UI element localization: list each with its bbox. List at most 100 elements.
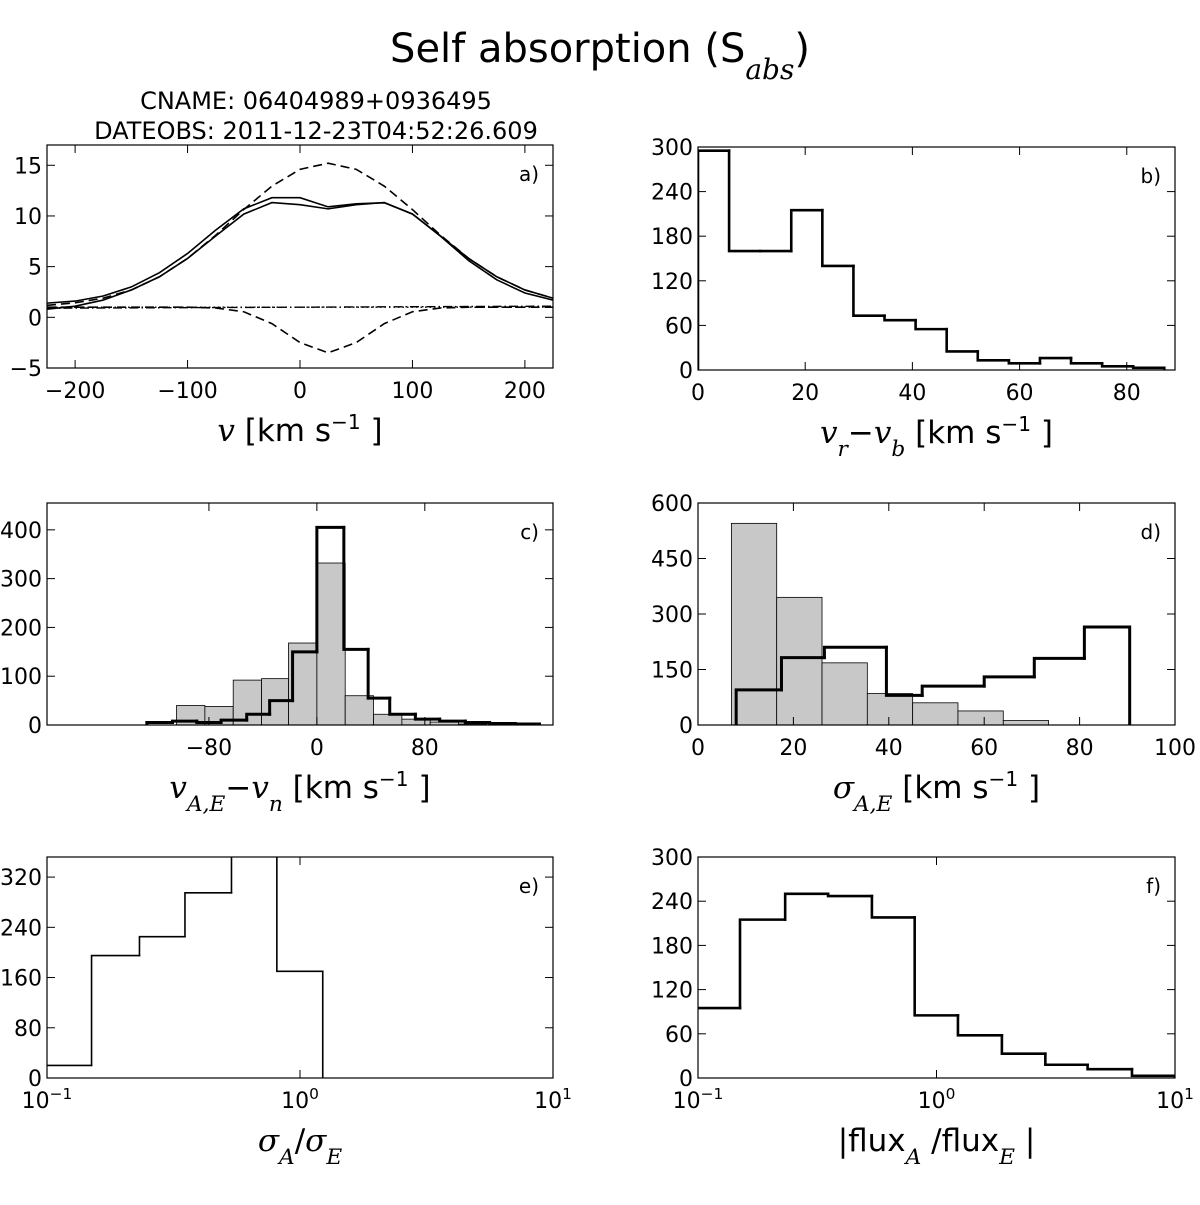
label-part: ] [361, 413, 383, 449]
y-tick-label: 400 [0, 519, 42, 544]
label-part: | [1015, 1123, 1035, 1159]
label-part: σ [258, 1123, 280, 1159]
histogram-bar [373, 713, 403, 725]
histogram-step [1044, 1052, 1089, 1067]
y-tick-label: 0 [679, 359, 693, 384]
y-tick-label: 80 [14, 1017, 42, 1042]
x-axis-label: σA/σE [258, 1123, 342, 1170]
label-part: n [269, 792, 283, 817]
y-tick-label: 0 [28, 306, 42, 331]
label-part: r [837, 437, 849, 462]
y-tick-label: 0 [679, 1067, 693, 1092]
x-tick-label: −80 [186, 736, 232, 761]
label-part: v [251, 770, 269, 806]
histogram-step [1130, 1067, 1175, 1078]
panel-label: a) [519, 162, 539, 186]
histogram-bar [776, 596, 823, 725]
histogram-step [945, 327, 980, 353]
histogram-step [463, 719, 492, 725]
histogram-step [1100, 362, 1135, 368]
y-tick-label: 240 [651, 181, 693, 206]
y-tick-label: 100 [0, 665, 42, 690]
x-tick-label: 100 [918, 1085, 956, 1114]
y-tick-label: 240 [0, 916, 42, 941]
x-tick-label: 200 [504, 379, 546, 404]
label-part: ] [1018, 770, 1040, 806]
label-part: −1 [1001, 412, 1031, 436]
y-tick-label: 10 [14, 205, 42, 230]
panel-label: f) [1146, 874, 1161, 898]
histogram-step [245, 712, 272, 722]
x-tick-label: 60 [970, 736, 998, 761]
x-axis-label: σA,E [km s−1 ] [833, 767, 1040, 817]
line [47, 305, 553, 309]
y-tick-label: 300 [0, 568, 42, 593]
y-tick-label: 60 [665, 1023, 693, 1048]
label-part: v [217, 413, 235, 449]
y-tick-label: 0 [28, 1067, 42, 1092]
histogram-step [1038, 356, 1073, 365]
histogram-step [138, 935, 186, 957]
label-part: −1 [331, 410, 361, 434]
x-tick-label: 80 [1066, 736, 1094, 761]
x-tick-label: 101 [534, 1085, 572, 1114]
label-part: v [874, 415, 892, 451]
label-part: 10 [534, 1089, 562, 1114]
y-tick-label: −5 [10, 357, 42, 382]
label-part: b [891, 437, 905, 462]
label-part: E [998, 1145, 1015, 1170]
plot-area [47, 857, 324, 1078]
y-tick-label: 150 [651, 659, 693, 684]
histogram-bar [957, 710, 1004, 725]
histogram-bar [866, 693, 914, 725]
figure-title: Self absorption (Sabs) [390, 26, 810, 86]
label-part: /flux [921, 1123, 999, 1159]
y-tick-label: 0 [28, 714, 42, 739]
histogram-step [1007, 359, 1042, 365]
label-part: −1 [701, 1085, 724, 1103]
histogram-bar [912, 702, 959, 725]
x-tick-label: 101 [1156, 1085, 1194, 1114]
x-tick-label: 60 [1006, 381, 1034, 406]
label-part: A [904, 1145, 922, 1170]
histogram-bar [821, 662, 868, 725]
y-tick-label: 180 [651, 934, 693, 959]
y-tick-label: 60 [665, 314, 693, 339]
histogram-step [727, 149, 762, 253]
label-part: Self absorption (S [390, 26, 745, 72]
histogram-step [276, 857, 324, 1078]
y-tick-label: 300 [651, 846, 693, 871]
histogram-step [852, 264, 886, 318]
label-part: abs [745, 53, 794, 86]
label-part: A,E [852, 792, 893, 817]
histogram-step [789, 208, 824, 253]
histogram-bar [730, 522, 778, 725]
histogram-step [268, 699, 295, 716]
y-tick-label: 450 [651, 548, 693, 573]
plot-area [47, 162, 553, 354]
histogram-bar [344, 695, 374, 725]
histogram-step [698, 1006, 742, 1010]
label-part: |flux [838, 1123, 906, 1159]
histogram-step [821, 208, 855, 268]
label-part: 1 [1184, 1085, 1194, 1103]
x-tick-label: −200 [45, 379, 105, 404]
panel-label: e) [519, 874, 539, 898]
histogram-step [145, 721, 174, 725]
histogram-step [1069, 356, 1104, 365]
x-axis-label: vr−vb [km s−1 ] [820, 412, 1053, 462]
histogram-step [195, 719, 223, 725]
x-tick-label: 80 [1113, 381, 1141, 406]
histogram-step [914, 318, 948, 331]
histogram-step [779, 656, 826, 692]
histogram-step [438, 717, 467, 723]
x-tick-label: 0 [691, 736, 705, 761]
histogram-step [366, 647, 392, 700]
label-part: E [325, 1145, 342, 1170]
y-tick-label: 120 [651, 270, 693, 295]
histogram-bar [316, 562, 346, 725]
y-tick-label: 15 [14, 154, 42, 179]
label-part: A [277, 1145, 295, 1170]
